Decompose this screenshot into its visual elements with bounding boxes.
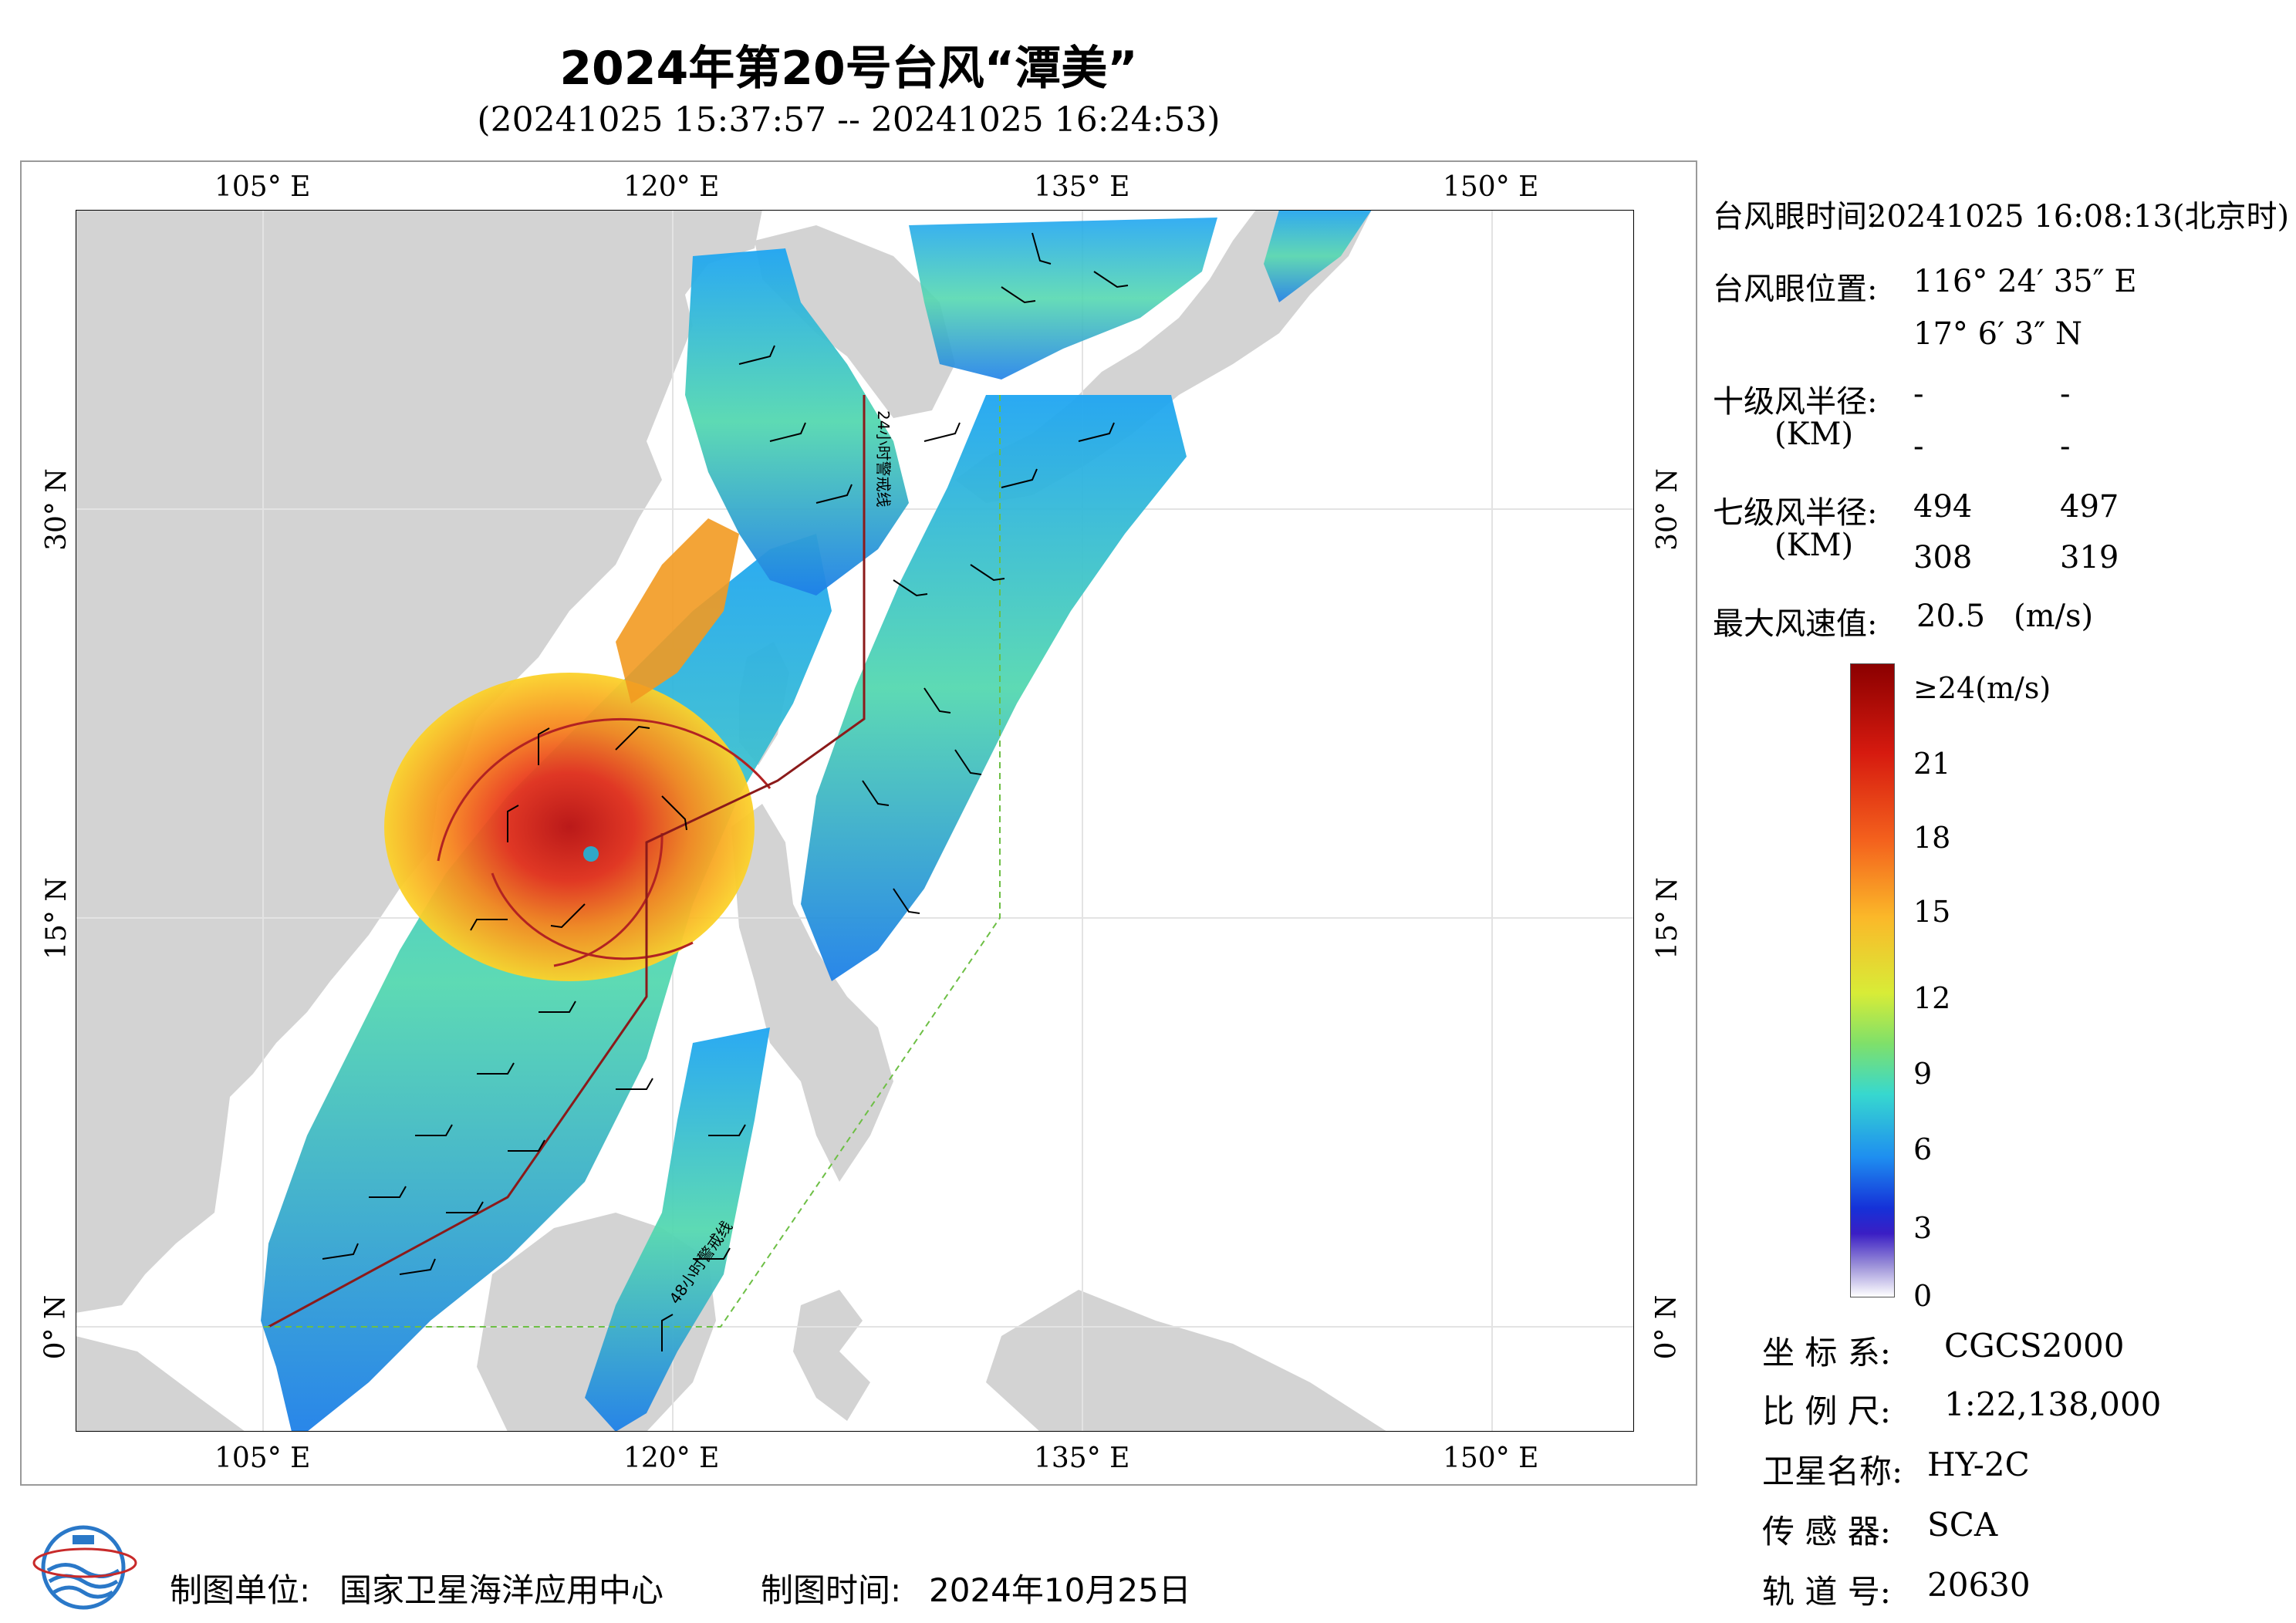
lat-tick-left-0: 0° N (39, 1294, 72, 1360)
footer-date-value: 2024年10月25日 (929, 1571, 1191, 1609)
r10-value-3: - (1913, 429, 1924, 464)
label-24h-warning: 24小时警戒线 (874, 410, 893, 507)
colorbar-label-6: 6 (1913, 1132, 1933, 1166)
satellite-value: HY-2C (1927, 1446, 2030, 1483)
r10-value-2: - (2060, 376, 2071, 412)
colorbar-label-15: 15 (1913, 895, 1951, 929)
eye-time-value: 20241025 16:08:13(北京时) (1867, 199, 2290, 235)
max-wind-value: 20.5 (1916, 599, 1986, 634)
r7-label: 七级风半径: (1713, 495, 1878, 531)
colorbar-label-0: 0 (1913, 1279, 1933, 1313)
eye-lon-value: 116° 24′ 35″ E (1913, 264, 2137, 299)
wind-swath-north (685, 248, 909, 596)
orbit-value: 20630 (1927, 1566, 2031, 1604)
footer-date-label: 制图时间: (761, 1571, 902, 1609)
land-new-guinea (986, 1290, 1387, 1432)
lon-tick-bottom-135: 135° E (1034, 1442, 1130, 1474)
wind-swath-northeast (909, 218, 1217, 380)
satellite-label: 卫星名称: (1762, 1453, 1903, 1490)
colorbar-label-9: 9 (1913, 1057, 1933, 1091)
eye-pos-label: 台风眼位置: (1713, 272, 1878, 307)
footer-org-label: 制图单位: (170, 1571, 311, 1609)
land-sumatra (76, 1336, 245, 1432)
scale-label: 比 例 尺: (1762, 1392, 1891, 1430)
wind-swath-fareast (1264, 210, 1372, 302)
r7-value-3: 308 (1913, 540, 1973, 575)
land-korea (755, 225, 955, 418)
typhoon-core (384, 673, 755, 981)
lon-tick-top-135: 135° E (1034, 171, 1130, 203)
colorbar (1850, 663, 1895, 1297)
warning-line-24h (268, 395, 866, 1328)
land-sulawesi (793, 1290, 870, 1421)
wind-barbs (322, 232, 1129, 1351)
orbit-label: 轨 道 号: (1762, 1573, 1891, 1611)
colorbar-label-24: ≥24(m/s) (1913, 671, 2051, 705)
lon-tick-bottom-120: 120° E (623, 1442, 720, 1474)
lon-tick-top-105: 105° E (214, 171, 311, 203)
map-frame (20, 160, 1697, 1486)
eye-lat-value: 17° 6′ 3″ N (1913, 316, 2082, 352)
sensor-value: SCA (1927, 1506, 1998, 1544)
max-wind-unit: (m/s) (2014, 599, 2094, 634)
lat-tick-right-30: 30° N (1651, 468, 1683, 551)
colorbar-label-21: 21 (1913, 747, 1951, 781)
lat-tick-right-15: 15° N (1651, 877, 1683, 960)
colorbar-label-18: 18 (1913, 821, 1951, 855)
typhoon-eye-marker[interactable] (583, 846, 599, 862)
lat-tick-right-0: 0° N (1650, 1294, 1683, 1360)
r10-value-1: - (1913, 376, 1924, 412)
colorbar-label-3: 3 (1913, 1211, 1933, 1245)
warning-line-48h (263, 395, 1001, 1328)
r10-label: 十级风半径: (1713, 384, 1878, 420)
colorbar-label-12: 12 (1913, 981, 1951, 1015)
r10-unit: (KM) (1774, 417, 1854, 452)
lon-tick-bottom-150: 150° E (1443, 1442, 1539, 1474)
crs-label: 坐 标 系: (1762, 1334, 1891, 1372)
map-plot[interactable]: 24小时警戒线 48小时警戒线 (76, 210, 1634, 1432)
scale-value: 1:22,138,000 (1944, 1385, 2162, 1423)
r7-unit: (KM) (1774, 528, 1854, 563)
lon-tick-top-150: 150° E (1443, 171, 1539, 203)
sensor-label: 传 感 器: (1762, 1513, 1891, 1550)
wind-swath-south (585, 1027, 770, 1432)
nsoas-logo-icon (32, 1525, 137, 1610)
max-wind-label: 最大风速值: (1713, 606, 1878, 642)
footer-org-value: 国家卫星海洋应用中心 (339, 1571, 664, 1609)
lon-tick-top-120: 120° E (623, 171, 720, 203)
eye-time-label: 台风眼时间: (1713, 199, 1878, 235)
lat-tick-left-30: 30° N (40, 468, 73, 551)
r7-value-4: 319 (2060, 540, 2119, 575)
map-subtitle: (20241025 15:37:57 -- 20241025 16:24:53) (477, 100, 1221, 140)
r7-value-2: 497 (2060, 489, 2119, 525)
land-philippines (731, 804, 893, 1182)
map-title: 2024年第20号台风“潭美” (559, 42, 1138, 96)
high-wind-coast (616, 518, 739, 704)
r7-value-1: 494 (1913, 489, 1973, 525)
r10-value-4: - (2060, 429, 2071, 464)
crs-value: CGCS2000 (1944, 1327, 2125, 1365)
wind-radius-7 (437, 717, 772, 967)
lon-tick-bottom-105: 105° E (214, 1442, 311, 1474)
lat-tick-left-15: 15° N (40, 877, 73, 960)
wind-swath-east (801, 395, 1187, 981)
